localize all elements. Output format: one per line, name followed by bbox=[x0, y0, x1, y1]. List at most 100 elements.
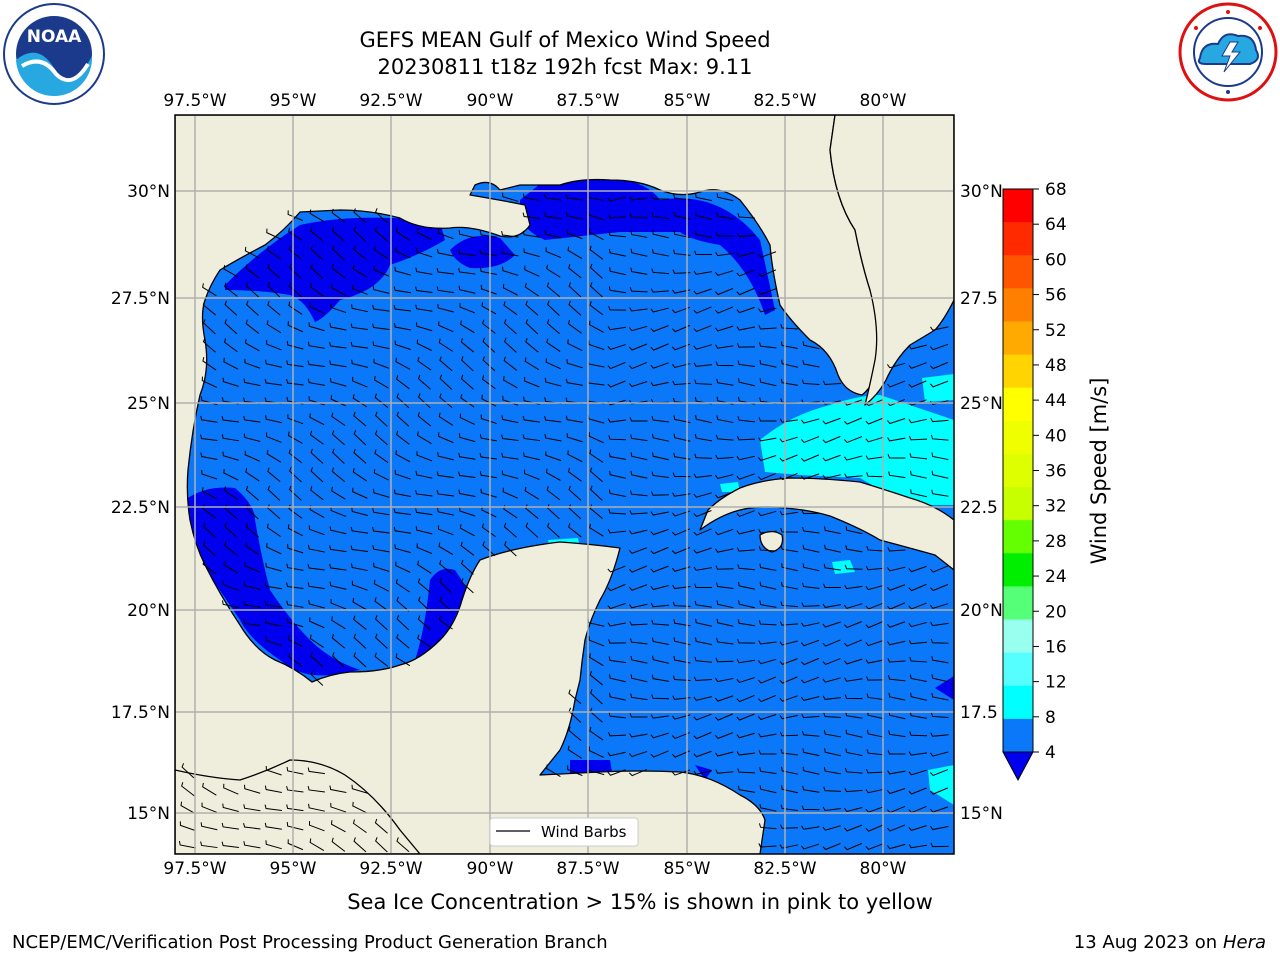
wind-barb bbox=[929, 769, 949, 777]
wind-barb bbox=[266, 245, 281, 260]
wind-barb bbox=[909, 731, 928, 737]
wind-barb bbox=[865, 768, 885, 774]
wind-barb bbox=[650, 732, 669, 739]
wind-barb bbox=[547, 504, 560, 520]
lon-ticks-top: 97.5°W 95°W 92.5°W 90°W 87.5°W 85°W 82.5… bbox=[163, 91, 906, 111]
wind-barb bbox=[437, 525, 454, 536]
wind-barb bbox=[245, 319, 260, 334]
wind-barb bbox=[693, 676, 713, 682]
wind-barb bbox=[780, 341, 798, 349]
wind-barb bbox=[802, 748, 820, 757]
wind-barb bbox=[930, 825, 949, 831]
wind-barb bbox=[310, 245, 324, 261]
wind-barb bbox=[461, 356, 474, 372]
wind-barb bbox=[650, 362, 669, 369]
wind-barb bbox=[780, 804, 798, 812]
wind-barb bbox=[779, 714, 798, 720]
wind-barb bbox=[181, 782, 195, 797]
wind-barb bbox=[823, 563, 841, 571]
wind-barb bbox=[695, 211, 712, 220]
wind-barb bbox=[310, 486, 324, 501]
wind-barb bbox=[525, 300, 539, 316]
wind-barb bbox=[544, 193, 562, 201]
wind-barb bbox=[608, 639, 627, 644]
wind-barb bbox=[352, 264, 368, 278]
wind-barb bbox=[866, 676, 885, 681]
wind-barb bbox=[501, 470, 519, 479]
wind-barb bbox=[607, 380, 626, 388]
wind-barb bbox=[395, 227, 410, 241]
wind-barb bbox=[375, 208, 388, 224]
wind-barb bbox=[844, 787, 863, 793]
wind-barb bbox=[415, 526, 433, 535]
wind-barb bbox=[289, 263, 302, 279]
wind-barb bbox=[439, 560, 453, 575]
wind-barb bbox=[908, 621, 927, 628]
wind-barb bbox=[223, 468, 239, 481]
wind-barb bbox=[716, 193, 734, 202]
wind-barb bbox=[288, 504, 303, 519]
wind-barb bbox=[822, 474, 841, 479]
wind-barb bbox=[395, 561, 411, 573]
high-wind-regions bbox=[288, 374, 954, 815]
wind-barb bbox=[802, 582, 820, 589]
wind-barb bbox=[693, 306, 712, 314]
wind-barb bbox=[865, 806, 884, 813]
wind-barb bbox=[781, 766, 798, 775]
wind-barbs bbox=[178, 192, 949, 853]
wind-barb bbox=[758, 843, 777, 848]
wind-barb bbox=[565, 193, 583, 201]
wind-barb bbox=[352, 376, 368, 388]
wind-barb bbox=[589, 504, 603, 519]
wind-barb bbox=[800, 657, 820, 666]
wind-barb bbox=[866, 472, 885, 478]
wind-barb bbox=[736, 251, 755, 258]
wind-barb bbox=[439, 578, 453, 594]
wind-barb bbox=[286, 822, 304, 831]
wind-barb bbox=[628, 584, 648, 591]
wind-barb bbox=[330, 303, 347, 314]
wind-barb bbox=[331, 633, 345, 649]
wind-barb bbox=[758, 529, 777, 534]
wind-barb bbox=[629, 490, 648, 497]
wind-barb bbox=[822, 825, 841, 831]
wind-barb bbox=[309, 282, 324, 297]
wind-barb bbox=[244, 358, 261, 369]
wind-barb bbox=[202, 300, 217, 316]
wind-barb bbox=[844, 584, 863, 590]
wind-barb bbox=[779, 695, 798, 702]
wind-barb bbox=[822, 695, 842, 700]
wind-barb bbox=[460, 578, 474, 594]
wind-barb bbox=[374, 430, 388, 446]
lat-tick: 30°N bbox=[127, 182, 170, 202]
wind-barb bbox=[843, 603, 863, 609]
wind-barb bbox=[264, 378, 282, 386]
noaa-logo: NOAA bbox=[3, 3, 105, 105]
wind-barb bbox=[930, 417, 949, 423]
wind-barb bbox=[222, 803, 239, 812]
wind-barb bbox=[629, 733, 648, 738]
wind-barb bbox=[736, 473, 755, 480]
wind-barb bbox=[221, 841, 239, 849]
map-title: GEFS MEAN Gulf of Mexico Wind Speed bbox=[359, 28, 771, 52]
wind-barb bbox=[307, 341, 325, 349]
lat-tick: 22.5°N bbox=[111, 498, 170, 518]
wind-barb bbox=[352, 801, 368, 814]
wind-barb bbox=[589, 523, 604, 537]
wind-barb bbox=[546, 319, 560, 335]
wind-barb bbox=[374, 226, 388, 242]
wind-barb bbox=[759, 563, 777, 571]
wind-barb bbox=[822, 621, 841, 628]
wind-barb bbox=[736, 326, 755, 331]
wind-barb bbox=[651, 619, 670, 626]
colorbar-tick-label: 16 bbox=[1045, 637, 1067, 657]
colorbar-segment bbox=[1003, 586, 1033, 621]
wind-barb bbox=[801, 379, 820, 386]
wind-barb bbox=[265, 840, 282, 850]
wind-barb bbox=[801, 730, 820, 737]
wind-barb bbox=[694, 453, 713, 459]
wind-barb bbox=[736, 435, 756, 441]
wind-barb bbox=[694, 230, 712, 238]
wind-barb bbox=[566, 229, 583, 240]
wind-barb bbox=[693, 713, 712, 721]
